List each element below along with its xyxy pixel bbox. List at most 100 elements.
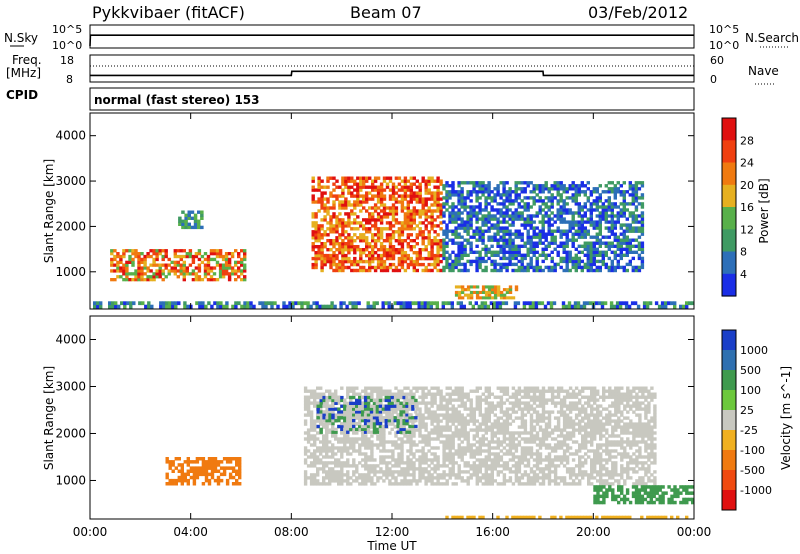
heatmap-cell xyxy=(388,440,392,444)
heatmap-cell xyxy=(583,247,587,251)
heatmap-cell xyxy=(421,401,425,405)
heatmap-cell xyxy=(520,235,524,239)
heatmap-cell xyxy=(430,413,434,417)
heatmap-cell xyxy=(517,431,522,435)
heatmap-cell xyxy=(472,187,476,191)
heatmap-cell xyxy=(478,410,482,414)
heatmap-cell xyxy=(466,220,470,224)
heatmap-cell xyxy=(201,301,205,306)
heatmap-cell xyxy=(391,206,396,210)
heatmap-cell xyxy=(372,304,376,309)
heatmap-cell xyxy=(535,479,540,483)
heatmap-cell xyxy=(178,222,182,226)
heatmap-cell xyxy=(454,193,458,197)
heatmap-cell xyxy=(568,184,572,188)
heatmap-cell xyxy=(421,446,425,450)
heatmap-cell xyxy=(469,419,473,423)
heatmap-cell xyxy=(323,206,327,210)
heatmap-cell xyxy=(517,398,522,402)
heatmap-cell xyxy=(475,419,479,423)
heatmap-cell xyxy=(502,205,506,209)
heatmap-cell xyxy=(610,229,614,233)
heatmap-cell xyxy=(370,455,374,459)
heatmap-cell xyxy=(394,209,399,213)
heatmap-cell xyxy=(580,259,584,264)
heatmap-cell xyxy=(367,473,371,477)
heatmap-cell xyxy=(343,434,347,438)
heatmap-cell xyxy=(580,208,584,212)
heatmap-cell xyxy=(535,184,539,188)
heatmap-cell xyxy=(568,253,572,257)
heatmap-cell xyxy=(406,206,410,210)
heatmap-cell xyxy=(391,268,396,273)
heatmap-cell xyxy=(469,416,473,420)
heatmap-cell xyxy=(520,190,524,194)
heatmap-cell xyxy=(365,194,369,198)
heatmap-cell xyxy=(439,476,443,480)
heatmap-cell xyxy=(508,449,513,453)
heatmap-cell xyxy=(454,232,458,236)
heatmap-cell xyxy=(350,185,354,189)
heatmap-cell xyxy=(520,458,525,462)
heatmap-cell xyxy=(622,196,626,200)
heatmap-cell xyxy=(436,473,440,477)
heatmap-cell xyxy=(335,248,339,252)
heatmap-cell xyxy=(317,200,321,204)
heatmap-cell xyxy=(243,263,247,267)
heatmap-cell xyxy=(559,431,564,435)
heatmap-cell xyxy=(316,455,320,459)
heatmap-cell xyxy=(412,197,416,201)
heatmap-cell xyxy=(642,304,647,309)
heatmap-cell xyxy=(592,223,596,227)
heatmap-cell xyxy=(346,428,350,432)
heatmap-cell xyxy=(181,219,185,223)
heatmap-cell xyxy=(535,259,539,264)
heatmap-cell xyxy=(532,196,536,200)
heatmap-cell xyxy=(365,248,369,252)
heatmap-cell xyxy=(376,227,381,231)
heatmap-cell xyxy=(481,422,485,426)
heatmap-cell xyxy=(598,220,602,224)
heatmap-cell xyxy=(448,413,452,417)
heatmap-cell xyxy=(362,179,366,183)
heatmap-cell xyxy=(409,434,413,438)
heatmap-cell xyxy=(329,215,333,219)
heatmap-cell xyxy=(526,250,530,254)
heatmap-cell xyxy=(565,262,569,267)
heatmap-cell xyxy=(358,473,362,477)
heatmap-cell xyxy=(429,301,433,306)
heatmap-cell xyxy=(225,460,230,464)
heatmap-cell xyxy=(439,212,443,216)
heatmap-cell xyxy=(451,443,455,447)
heatmap-cell xyxy=(323,191,327,195)
heatmap-cell xyxy=(556,416,561,420)
heatmap-cell xyxy=(412,262,416,267)
heatmap-cell xyxy=(529,256,533,261)
heatmap-cell xyxy=(406,185,410,189)
heatmap-cell xyxy=(421,458,425,462)
heatmap-cell xyxy=(382,428,386,432)
heatmap-cell xyxy=(586,250,590,254)
heatmap-cell xyxy=(475,464,479,468)
heatmap-cell xyxy=(303,407,308,411)
heatmap-cell xyxy=(433,259,437,264)
heatmap-cell xyxy=(343,446,347,450)
heatmap-cell xyxy=(472,461,476,465)
heatmap-cell xyxy=(306,398,311,402)
heatmap-cell xyxy=(532,190,536,194)
heatmap-cell xyxy=(475,401,479,405)
heatmap-cell xyxy=(427,410,431,414)
heatmap-cell xyxy=(364,464,368,468)
heatmap-cell xyxy=(222,469,227,473)
heatmap-cell xyxy=(463,452,467,456)
heatmap-cell xyxy=(505,268,509,273)
heatmap-cell xyxy=(421,256,425,261)
heatmap-cell xyxy=(562,202,566,206)
heatmap-cell xyxy=(550,232,554,236)
heatmap-cell xyxy=(535,431,540,435)
heatmap-cell xyxy=(403,259,408,264)
heatmap-cell xyxy=(460,452,464,456)
heatmap-cell xyxy=(445,226,449,230)
heatmap-cell xyxy=(197,219,201,223)
